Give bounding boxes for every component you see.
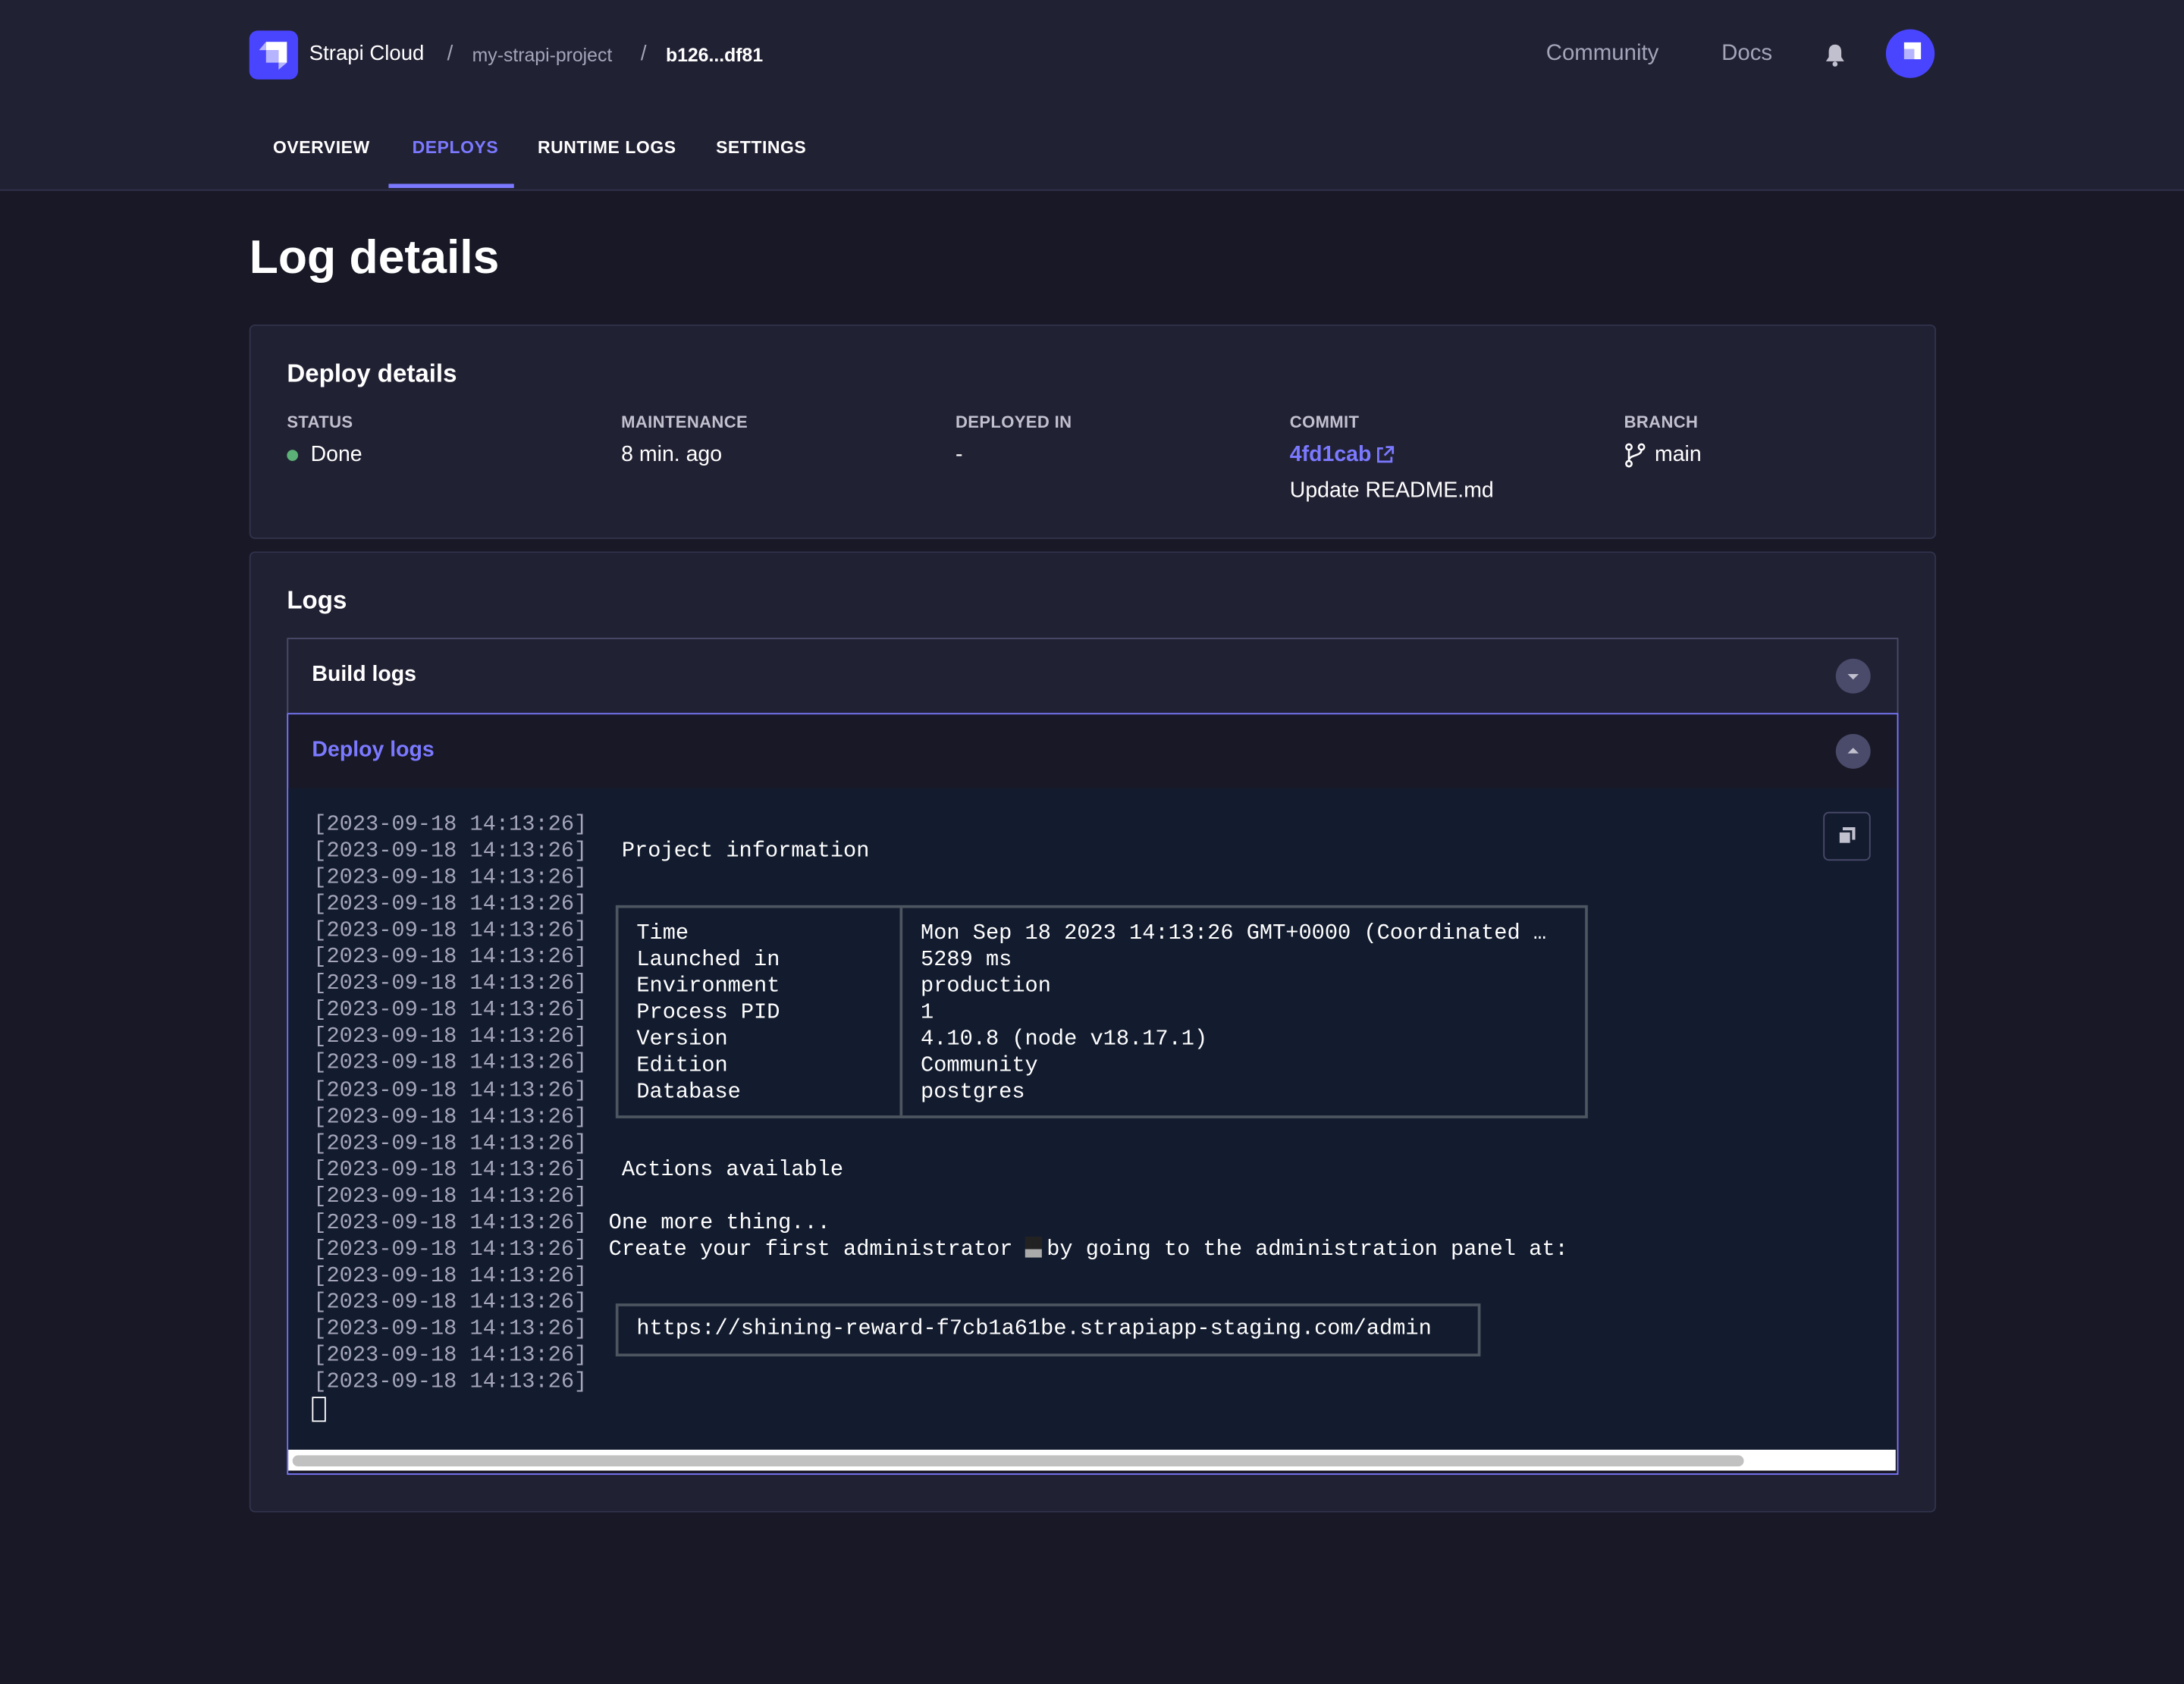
tab-settings[interactable]: SETTINGS	[716, 137, 807, 158]
deploy-log-terminal: [2023-09-18 14:13:26] [2023-09-18 14:13:2…	[288, 788, 1896, 1450]
tab-deploys[interactable]: DEPLOYS	[412, 137, 499, 158]
log-timestamp: [2023-09-18 14:13:26]	[313, 1262, 588, 1288]
log-timestamp: [2023-09-18 14:13:26]	[313, 1209, 588, 1235]
breadcrumb-brand[interactable]: Strapi Cloud	[309, 42, 425, 66]
build-logs-accordion[interactable]: Build logs	[287, 638, 1899, 715]
git-branch-icon	[1624, 443, 1646, 475]
log-actions-available: Actions available	[608, 1157, 844, 1183]
info-value: Mon Sep 18 2023 14:13:26 GMT+0000 (Coord…	[921, 920, 1547, 946]
log-timestamp: [2023-09-18 14:13:26]	[313, 1103, 588, 1129]
log-timestamp: [2023-09-18 14:13:26]	[313, 944, 588, 970]
log-timestamp: [2023-09-18 14:13:26]	[313, 838, 588, 864]
log-timestamp: [2023-09-18 14:13:26]	[313, 1156, 588, 1182]
deploy-logs-title[interactable]: Deploy logs	[312, 738, 435, 762]
community-link[interactable]: Community	[1545, 42, 1659, 66]
log-timestamp: [2023-09-18 14:13:26]	[313, 1130, 588, 1156]
tab-overview[interactable]: OVERVIEW	[272, 137, 370, 158]
info-value: production	[921, 974, 1051, 999]
admin-url-box: https://shining-reward-f7cb1a61be.strapi…	[615, 1303, 1481, 1356]
active-tab-indicator	[388, 183, 514, 188]
bell-icon[interactable]	[1825, 43, 1846, 74]
info-value: postgres	[921, 1079, 1025, 1105]
log-timestamp: [2023-09-18 14:13:26]	[313, 1342, 588, 1368]
breadcrumb-separator: /	[640, 42, 647, 66]
computer-emoji-icon	[1025, 1236, 1043, 1258]
info-value: 1	[921, 1000, 934, 1026]
info-key: Database	[636, 1079, 741, 1105]
breadcrumb-separator: /	[447, 42, 453, 66]
log-timestamp: [2023-09-18 14:13:26]	[313, 1077, 588, 1102]
build-logs-title: Build logs	[312, 663, 417, 687]
logs-title: Logs	[287, 586, 347, 614]
project-info-table: Time Mon Sep 18 2023 14:13:26 GMT+0000 (C…	[615, 905, 1588, 1118]
info-value: 5289 ms	[921, 947, 1012, 973]
log-timestamp: [2023-09-18 14:13:26]	[313, 1050, 588, 1076]
deployed-in-value: -	[955, 443, 963, 467]
log-timestamp: [2023-09-18 14:13:26]	[313, 1183, 588, 1209]
info-key: Process PID	[636, 1000, 780, 1026]
maintenance-label: MAINTENANCE	[621, 412, 748, 432]
avatar[interactable]	[1885, 29, 1935, 78]
status-value: Done	[310, 443, 362, 467]
info-key: Version	[636, 1026, 728, 1052]
log-create-admin: Create your first administrator by going…	[608, 1236, 1568, 1263]
chevron-up-icon[interactable]	[1835, 733, 1871, 769]
log-timestamp: [2023-09-18 14:13:26]	[313, 891, 588, 917]
table-divider	[899, 908, 903, 1116]
log-one-more-thing: One more thing...	[608, 1210, 830, 1236]
info-key: Edition	[636, 1053, 728, 1079]
deploy-details-card: Deploy details	[249, 324, 1937, 539]
terminal-cursor	[312, 1397, 326, 1422]
log-timestamp: [2023-09-18 14:13:26]	[313, 864, 588, 890]
maintenance-value: 8 min. ago	[621, 443, 723, 467]
info-key: Time	[636, 920, 689, 946]
strapi-logo[interactable]	[249, 30, 299, 80]
copy-icon	[1837, 826, 1856, 845]
docs-link[interactable]: Docs	[1721, 42, 1773, 66]
create-admin-text: Create your first administrator	[608, 1236, 1026, 1262]
breadcrumb-deploy: b126...df81	[665, 44, 764, 66]
tab-runtime-logs[interactable]: RUNTIME LOGS	[537, 137, 676, 158]
breadcrumb-project[interactable]: my-strapi-project	[472, 44, 613, 66]
log-timestamp: [2023-09-18 14:13:26]	[313, 971, 588, 996]
info-key: Environment	[636, 974, 780, 999]
log-timestamp: [2023-09-18 14:13:26]	[313, 917, 588, 943]
scrollbar-thumb[interactable]	[292, 1455, 1744, 1467]
external-link-icon[interactable]	[1376, 446, 1395, 471]
log-timestamp: [2023-09-18 14:13:26]	[313, 997, 588, 1023]
copy-button[interactable]	[1823, 811, 1871, 861]
log-timestamp: [2023-09-18 14:13:26]	[313, 1369, 588, 1394]
status-dot-icon	[287, 450, 299, 461]
top-navigation: Strapi Cloud / my-strapi-project / b126.…	[0, 0, 2184, 191]
commit-message: Update README.md	[1289, 478, 1494, 503]
admin-url[interactable]: https://shining-reward-f7cb1a61be.strapi…	[636, 1316, 1432, 1341]
commit-label: COMMIT	[1289, 412, 1360, 432]
log-timestamp: [2023-09-18 14:13:26]	[313, 811, 588, 837]
page-title: Log details	[249, 230, 500, 284]
deployed-in-label: DEPLOYED IN	[955, 412, 1072, 432]
info-key: Launched in	[636, 947, 780, 973]
chevron-down-icon[interactable]	[1835, 658, 1871, 694]
info-value: 4.10.8 (node v18.17.1)	[921, 1026, 1208, 1052]
log-timestamp: [2023-09-18 14:13:26]	[313, 1316, 588, 1341]
branch-label: BRANCH	[1624, 412, 1699, 432]
log-timestamp: [2023-09-18 14:13:26]	[313, 1236, 588, 1262]
log-timestamp: [2023-09-18 14:13:26]	[313, 1289, 588, 1315]
log-timestamp: [2023-09-18 14:13:26]	[313, 1024, 588, 1049]
create-admin-text-2: by going to the administration panel at:	[1046, 1236, 1568, 1262]
info-value: Community	[921, 1053, 1038, 1079]
deploy-details-title: Deploy details	[287, 359, 457, 387]
status-label: STATUS	[287, 412, 353, 432]
log-project-information: Project information	[608, 838, 870, 864]
horizontal-scrollbar[interactable]	[288, 1450, 1896, 1471]
branch-value: main	[1654, 443, 1702, 467]
commit-link[interactable]: 4fd1cab	[1289, 443, 1372, 467]
